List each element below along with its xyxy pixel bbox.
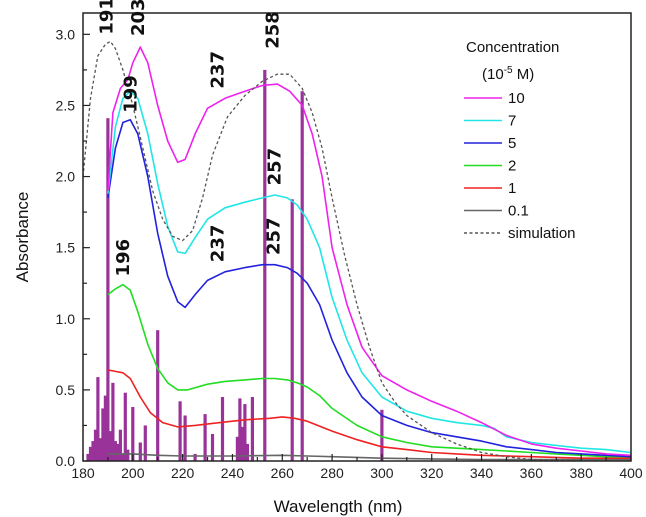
stick-bar-27	[235, 436, 239, 461]
x-tick-label: 240	[221, 465, 245, 481]
stick-bar-26	[220, 397, 225, 461]
stick-bar-15	[123, 392, 127, 461]
legend: Concentration (10-5 M) 10 7 5 2 1 0.1 simulati…	[464, 39, 576, 242]
stick-bar-19	[143, 425, 147, 461]
series-line-0.1	[107, 453, 631, 461]
stick-bar-1	[88, 446, 93, 461]
peak-label: 258	[262, 11, 283, 49]
peak-label: 196	[113, 239, 134, 277]
x-tick-label: 200	[121, 465, 145, 481]
stick-bar-22	[183, 415, 187, 461]
x-tick-label: 340	[470, 465, 494, 481]
series-line-5	[107, 118, 631, 458]
legend-label-simulation: simulation	[508, 225, 576, 242]
legend-unit-prefix: (10	[482, 66, 504, 83]
x-tick-label: 360	[520, 465, 544, 481]
x-axis-title: Wavelength (nm)	[274, 497, 403, 516]
peak-labels: 191 203 237 258 199 257 237 257 196	[97, 0, 286, 276]
x-tick-label: 300	[370, 465, 394, 481]
legend-label-2: 2	[508, 158, 516, 175]
x-tick-label: 320	[420, 465, 444, 481]
peak-label: 199	[120, 75, 141, 113]
stick-bar-23	[193, 453, 197, 461]
stick-bar-16	[126, 449, 130, 461]
legend-unit-exponent: -5	[504, 65, 513, 76]
series-line-1	[107, 369, 631, 459]
stick-bar-14	[121, 453, 125, 461]
stick-bar-11	[113, 441, 117, 461]
stick-bar-7	[103, 395, 107, 461]
stick-bar-3	[93, 429, 98, 461]
series-line-10	[107, 46, 631, 457]
legend-unit-suffix: M)	[513, 66, 535, 83]
x-tick-label: 400	[619, 465, 643, 481]
stick-bar-29	[240, 426, 244, 461]
stick-bar-28	[238, 398, 242, 461]
legend-label-1: 1	[508, 180, 516, 197]
series-line-simulation	[83, 40, 631, 461]
y-tick-label: 0.0	[56, 453, 76, 469]
peak-label: 191	[97, 0, 118, 35]
x-tick-label: 260	[271, 465, 295, 481]
stick-bar-21	[178, 401, 182, 461]
peak-label: 237	[207, 225, 228, 263]
stick-bar-5	[98, 438, 102, 461]
y-tick-label: 0.5	[56, 382, 76, 398]
series-line-7	[107, 90, 631, 454]
stick-bar-12	[116, 443, 120, 461]
stick-bar-25	[210, 434, 215, 461]
legend-unit: (10-5 M)	[482, 65, 534, 83]
legend-label-7: 7	[508, 113, 516, 130]
stick-bar-4	[96, 377, 100, 461]
y-tick-label: 2.0	[56, 169, 76, 185]
stick-bar-2	[91, 441, 95, 461]
legend-label-5: 5	[508, 135, 516, 152]
stick-bar-6	[101, 408, 105, 461]
peak-label: 257	[265, 148, 286, 186]
x-tick-label: 220	[171, 465, 195, 481]
y-axis-title: Absorbance	[13, 192, 32, 283]
stick-bar-8	[106, 118, 110, 461]
series-line-2	[107, 283, 631, 458]
stick-bar-31	[245, 443, 249, 461]
x-tick-label: 280	[320, 465, 344, 481]
y-tick-label: 1.0	[56, 311, 76, 327]
y-tick-label: 1.5	[56, 240, 76, 256]
legend-title: Concentration	[466, 39, 559, 56]
stick-bar-36	[380, 409, 384, 461]
peak-label: 257	[264, 217, 285, 255]
series-lines	[83, 40, 631, 461]
x-tick-label: 180	[71, 465, 95, 481]
peak-label: 203	[128, 0, 149, 36]
y-tick-label: 3.0	[56, 26, 76, 42]
legend-label-0.1: 0.1	[508, 203, 529, 220]
stick-bar-9	[108, 431, 112, 461]
x-tick-label: 380	[570, 465, 594, 481]
legend-label-10: 10	[508, 90, 525, 107]
stick-bar-32	[250, 397, 254, 461]
stick-bar-34	[290, 199, 294, 461]
stick-bar-17	[131, 407, 135, 461]
stick-bar-30	[243, 404, 247, 461]
axes: 180 200 220 240 260 280 300 320 340 360 380 400 0.0 0…	[56, 26, 643, 481]
stick-bar-35	[300, 91, 304, 461]
stick-bar-20	[156, 330, 160, 461]
stick-bar-13	[118, 429, 122, 461]
stick-bar-18	[138, 442, 142, 461]
stick-bar-24	[203, 414, 207, 461]
stick-bar-0	[86, 453, 90, 461]
y-tick-label: 2.5	[56, 97, 76, 113]
stick-bar-10	[111, 382, 115, 461]
peak-label: 237	[208, 51, 229, 89]
